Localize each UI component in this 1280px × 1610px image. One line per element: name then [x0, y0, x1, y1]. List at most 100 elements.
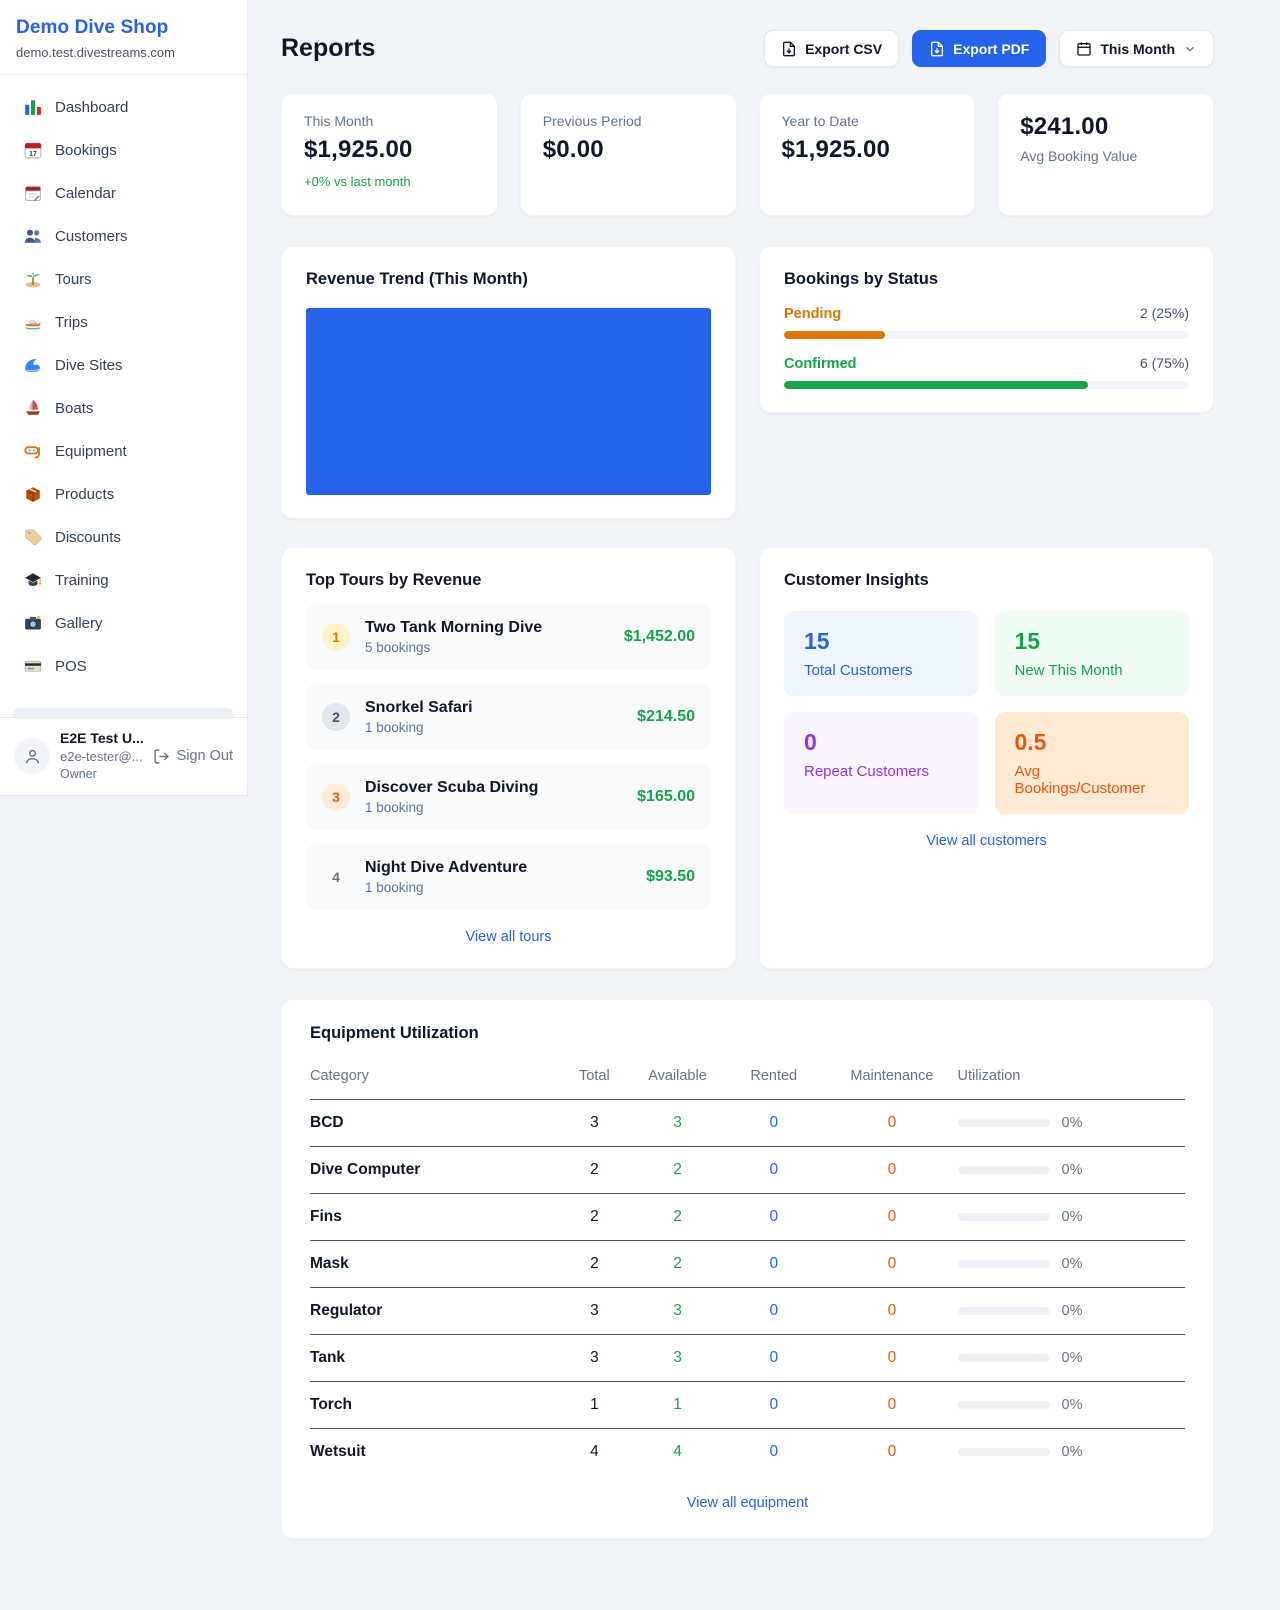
- cell-maintenance: 0: [826, 1287, 958, 1335]
- period-dropdown[interactable]: This Month: [1059, 30, 1214, 67]
- sidebar-item-calendar[interactable]: Calendar: [12, 175, 235, 211]
- user-email: e2e-tester@...: [60, 749, 143, 765]
- sidebar-item-dive-sites[interactable]: Dive Sites: [12, 347, 235, 383]
- camera-icon: [24, 614, 42, 632]
- view-all-customers-link[interactable]: View all customers: [926, 833, 1047, 849]
- cell-available: 2: [633, 1193, 722, 1241]
- sidebar-item-trips[interactable]: Trips: [12, 304, 235, 340]
- insight-value: 15: [804, 628, 830, 654]
- revenue-trend-card: Revenue Trend (This Month): [281, 246, 736, 519]
- sidebar-item-tours[interactable]: Tours: [12, 261, 235, 297]
- sidebar-item-boats[interactable]: Boats: [12, 390, 235, 426]
- sidebar: Demo Dive Shop demo.test.divestreams.com…: [0, 0, 248, 796]
- sidebar-nav: Dashboard 17 Bookings Calendar Customers…: [0, 75, 247, 717]
- view-all-tours-link[interactable]: View all tours: [465, 929, 552, 945]
- calendar-date-icon: 17: [24, 141, 42, 159]
- user-name: E2E Test U...: [60, 729, 144, 746]
- user-section: E2E Test U... e2e-tester@... Owner Sign …: [0, 716, 247, 795]
- utilization-bar: [957, 1119, 1050, 1127]
- sidebar-item-dashboard[interactable]: Dashboard: [12, 89, 235, 125]
- user-role: Owner: [60, 767, 97, 782]
- view-all-equipment-link[interactable]: View all equipment: [686, 1494, 809, 1511]
- tour-name: Two Tank Morning Dive: [365, 619, 543, 636]
- utilization-percent: 0%: [1061, 1444, 1083, 1461]
- sidebar-item-equipment[interactable]: Equipment: [12, 433, 235, 469]
- table-row: Fins 2 2 0 0 0%: [310, 1193, 1185, 1241]
- column-header-category: Category: [310, 1058, 555, 1100]
- customer-insights-card: Customer Insights 15 Total Customers 15 …: [759, 547, 1214, 969]
- tour-revenue: $1,452.00: [623, 628, 695, 645]
- sidebar-item-label: Customers: [55, 227, 128, 245]
- sidebar-item-label: Dive Sites: [55, 356, 123, 374]
- insight-label: Avg Bookings/Customer: [1014, 763, 1146, 797]
- cell-available: 2: [633, 1240, 722, 1288]
- cell-total: 2: [555, 1193, 634, 1241]
- tour-bookings: 5 bookings: [365, 640, 431, 655]
- cell-category: Regulator: [310, 1287, 555, 1335]
- progress-track: [784, 331, 1189, 339]
- sidebar-item-discounts[interactable]: Discounts: [12, 519, 235, 555]
- stat-value: $1,925.00: [781, 136, 891, 163]
- period-label: This Month: [1100, 40, 1175, 57]
- sidebar-item-gallery[interactable]: Gallery: [12, 605, 235, 641]
- insight-label: New This Month: [1014, 662, 1123, 679]
- dive-mask-icon: [24, 442, 42, 460]
- sidebar-item-partial: [12, 707, 235, 717]
- cell-rented: 0: [721, 1334, 827, 1382]
- tour-revenue: $165.00: [637, 788, 695, 805]
- sidebar-item-customers[interactable]: Customers: [12, 218, 235, 254]
- sidebar-item-pos[interactable]: POS: [12, 648, 235, 684]
- cell-category: BCD: [310, 1099, 555, 1147]
- rank-badge: 3: [322, 783, 350, 811]
- status-row-confirmed: Confirmed 6 (75%): [784, 355, 1189, 389]
- cell-maintenance: 0: [826, 1381, 958, 1429]
- cell-total: 3: [555, 1287, 634, 1335]
- file-download-icon: [929, 41, 945, 57]
- export-pdf-button[interactable]: Export PDF: [912, 30, 1047, 67]
- tour-name: Snorkel Safari: [365, 699, 473, 716]
- utilization-percent: 0%: [1061, 1303, 1083, 1319]
- tour-bookings: 1 booking: [365, 880, 424, 895]
- cell-total: 2: [555, 1146, 634, 1194]
- cell-available: 2: [633, 1146, 722, 1194]
- sidebar-item-training[interactable]: Training: [12, 562, 235, 598]
- export-pdf-label: Export PDF: [953, 40, 1030, 57]
- rank-badge: 2: [322, 703, 350, 731]
- sidebar-item-bookings[interactable]: 17 Bookings: [12, 132, 235, 168]
- column-header-utilization: Utilization: [957, 1058, 1185, 1100]
- utilization-bar: [957, 1401, 1050, 1409]
- utilization-bar: [957, 1354, 1050, 1362]
- progress-fill-confirmed: [784, 381, 1088, 389]
- main-content: Reports Export CSV Export PDF This Month: [248, 0, 1280, 1610]
- table-row: Mask 2 2 0 0 0%: [310, 1240, 1185, 1288]
- tour-bookings: 1 booking: [365, 720, 424, 735]
- revenue-trend-title: Revenue Trend (This Month): [306, 270, 528, 288]
- sidebar-item-products[interactable]: Products: [12, 476, 235, 512]
- cell-category: Tank: [310, 1334, 555, 1382]
- sidebar-header: Demo Dive Shop demo.test.divestreams.com: [0, 0, 247, 75]
- cell-maintenance: 0: [826, 1240, 958, 1288]
- bookings-by-status-title: Bookings by Status: [784, 270, 939, 288]
- credit-card-icon: [24, 657, 42, 675]
- cell-maintenance: 0: [826, 1146, 958, 1194]
- sign-out-icon: [153, 749, 169, 764]
- chevron-down-icon: [1183, 42, 1197, 56]
- utilization-percent: 0%: [1061, 1350, 1083, 1366]
- stat-label: Year to Date: [781, 113, 859, 129]
- cell-category: Torch: [310, 1381, 555, 1429]
- table-row: Regulator 3 3 0 0 0%: [310, 1287, 1185, 1335]
- export-csv-button[interactable]: Export CSV: [764, 30, 900, 67]
- status-value: 6 (75%): [1139, 355, 1189, 371]
- sign-out-button[interactable]: Sign Out: [153, 748, 233, 765]
- cell-total: 1: [555, 1381, 634, 1429]
- utilization-bar: [957, 1448, 1050, 1457]
- page-title: Reports: [281, 34, 376, 62]
- stat-card-year-to-date: Year to Date $1,925.00: [758, 93, 976, 216]
- column-header-maintenance: Maintenance: [826, 1058, 958, 1100]
- sidebar-item-label: Dashboard: [55, 98, 129, 116]
- cell-maintenance: 0: [826, 1193, 958, 1241]
- insight-tile-avg-bookings: 0.5 Avg Bookings/Customer: [994, 712, 1189, 814]
- svg-text:17: 17: [29, 151, 37, 158]
- sidebar-item-label: Discounts: [55, 528, 121, 546]
- insight-value: 0.5: [1014, 729, 1047, 755]
